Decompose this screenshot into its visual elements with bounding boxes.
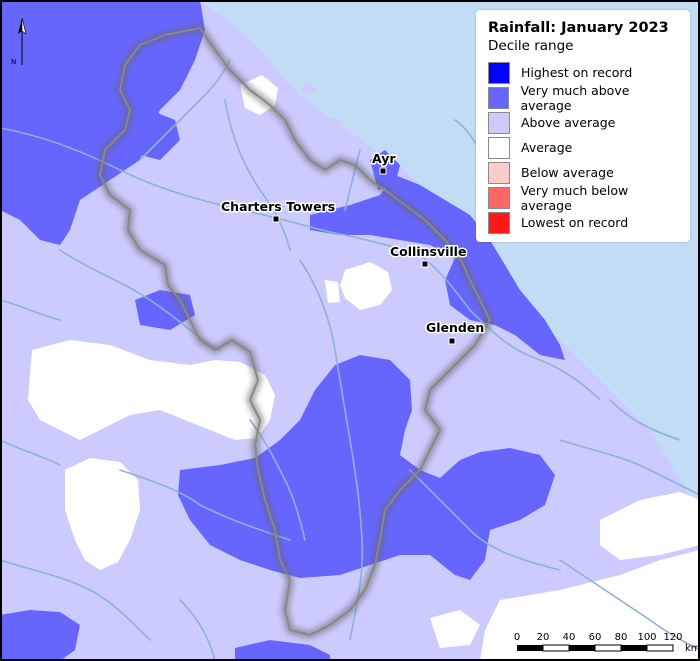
legend-label: Lowest on record (521, 215, 629, 230)
legend-swatch (488, 86, 510, 109)
scale-tick-label: 40 (563, 632, 576, 643)
scale-tick-label: 120 (663, 632, 682, 643)
legend-item: Above average (488, 110, 680, 135)
town-glenden: Glenden (425, 319, 486, 345)
town-marker (272, 215, 280, 223)
town-ayr: Ayr (371, 150, 398, 175)
legend-swatch (488, 61, 510, 84)
legend-label: Very much above average (520, 82, 630, 113)
island (330, 117, 341, 127)
legend-item: Below average (488, 160, 680, 185)
scale-unit-label: km (685, 643, 700, 654)
legend-swatch (488, 111, 510, 134)
town-marker (448, 337, 456, 345)
legend-label: Very much below average (520, 182, 629, 213)
legend-label: Above average (521, 115, 616, 130)
north-arrow-label: N (11, 58, 16, 66)
region-boundary (96, 24, 494, 639)
legend-item: Very much above average (488, 82, 680, 113)
north-arrow-icon: N (11, 17, 27, 66)
town-label-charters-towers: Charters Towers (221, 199, 335, 214)
rivers (0, 59, 700, 661)
legend-item: Highest on record (488, 60, 680, 85)
legend-item: Lowest on record (488, 210, 680, 235)
town-marker (421, 260, 429, 268)
scale-bar: 0 20 40 60 80 100 120 km (514, 632, 700, 654)
town-charters-towers: Charters Towers (220, 198, 337, 223)
legend-label: Highest on record (521, 65, 633, 80)
legend-swatch (488, 186, 510, 209)
legend-label: Below average (521, 165, 614, 180)
island (300, 82, 316, 96)
scale-tick-label: 100 (637, 632, 656, 643)
town-collinsville: Collinsville (389, 243, 468, 268)
legend-swatch (488, 211, 510, 234)
scale-tick-label: 20 (537, 632, 550, 643)
scale-tick-label: 60 (589, 632, 602, 643)
town-label-ayr: Ayr (372, 151, 396, 166)
legend-swatch (488, 161, 510, 184)
legend-title: Rainfall: January 2023 (488, 20, 669, 36)
town-marker (379, 167, 387, 175)
legend: Rainfall: January 2023 Decile range High… (476, 10, 690, 242)
legend-subtitle: Decile range (488, 38, 574, 54)
legend-label: Average (521, 140, 573, 155)
legend-item: Very much below average (488, 182, 680, 213)
scale-tick-label: 0 (514, 632, 520, 643)
scale-tick-label: 80 (615, 632, 628, 643)
legend-item: Average (488, 135, 680, 160)
town-label-collinsville: Collinsville (390, 244, 466, 259)
legend-items: Highest on record Very much above averag… (488, 60, 680, 235)
legend-swatch (488, 136, 510, 159)
town-label-glenden: Glenden (426, 320, 484, 335)
